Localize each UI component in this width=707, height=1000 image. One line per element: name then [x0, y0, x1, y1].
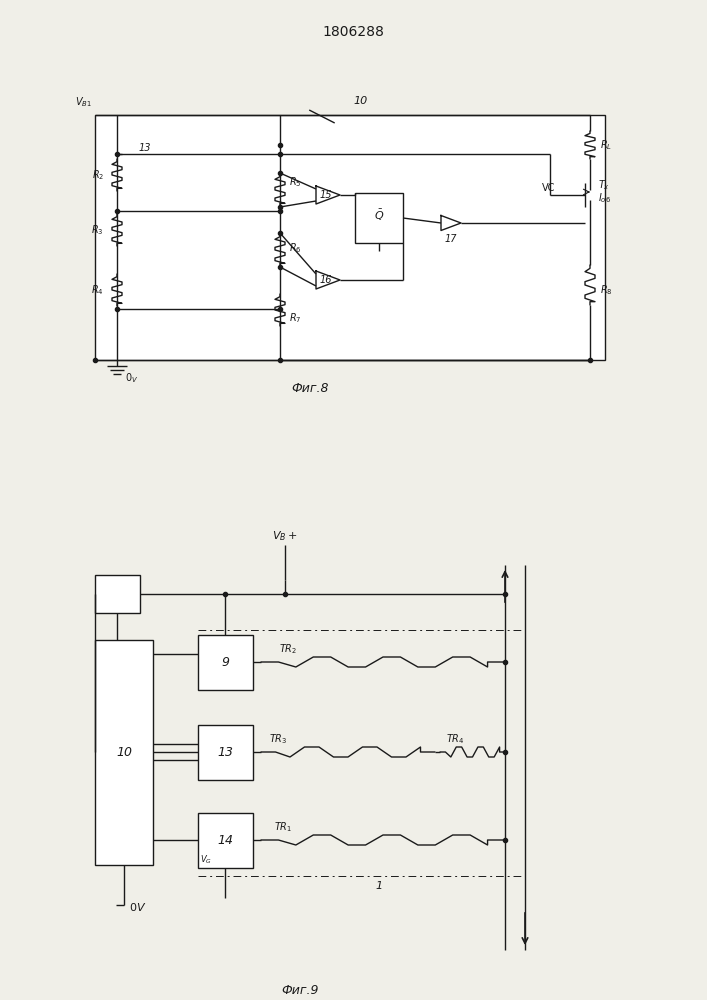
Text: $V_G$: $V_G$: [200, 854, 212, 866]
Text: $R_4$: $R_4$: [91, 283, 104, 297]
Text: $R_8$: $R_8$: [600, 283, 613, 297]
Text: $R_5$: $R_5$: [289, 175, 301, 189]
Text: $0_V$: $0_V$: [125, 371, 139, 385]
Text: $V_{B1}$: $V_{B1}$: [75, 95, 92, 109]
Text: $R_7$: $R_7$: [289, 311, 301, 325]
Text: $R_L$: $R_L$: [600, 138, 612, 152]
Text: $R_2$: $R_2$: [92, 168, 104, 182]
Bar: [198, 725, 253, 780]
Text: $R_3$: $R_3$: [91, 223, 104, 237]
Text: 1806288: 1806288: [322, 25, 384, 39]
Text: $TR_2$: $TR_2$: [279, 642, 297, 656]
Bar: [95, 640, 153, 865]
Text: 15: 15: [320, 190, 332, 200]
Text: $TR_3$: $TR_3$: [269, 732, 287, 746]
Text: 13: 13: [217, 746, 233, 758]
Text: $T_x$: $T_x$: [598, 178, 610, 192]
Text: $0V$: $0V$: [129, 901, 146, 913]
Bar: [95, 575, 140, 613]
Text: $TR_1$: $TR_1$: [274, 820, 292, 834]
Text: 1: 1: [375, 881, 382, 891]
Text: 13: 13: [139, 143, 151, 153]
Bar: [198, 635, 253, 690]
Text: $\bar{Q}$: $\bar{Q}$: [374, 207, 384, 223]
Text: Фиг.8: Фиг.8: [291, 381, 329, 394]
Text: $I_{o6}$: $I_{o6}$: [598, 191, 611, 205]
Text: 10: 10: [353, 96, 368, 106]
Text: 16: 16: [320, 275, 332, 285]
Text: VC: VC: [542, 183, 556, 193]
Text: $TR_4$: $TR_4$: [445, 732, 464, 746]
Text: 14: 14: [217, 834, 233, 846]
Text: $R_6$: $R_6$: [289, 241, 302, 255]
Bar: [355, 193, 403, 243]
Bar: [198, 813, 253, 868]
Text: Фиг.9: Фиг.9: [281, 984, 319, 996]
Text: 9: 9: [221, 656, 229, 668]
Bar: [95, 115, 605, 360]
Text: 10: 10: [116, 746, 132, 758]
Text: 17: 17: [445, 234, 457, 244]
Text: $V_B+$: $V_B+$: [272, 529, 298, 543]
